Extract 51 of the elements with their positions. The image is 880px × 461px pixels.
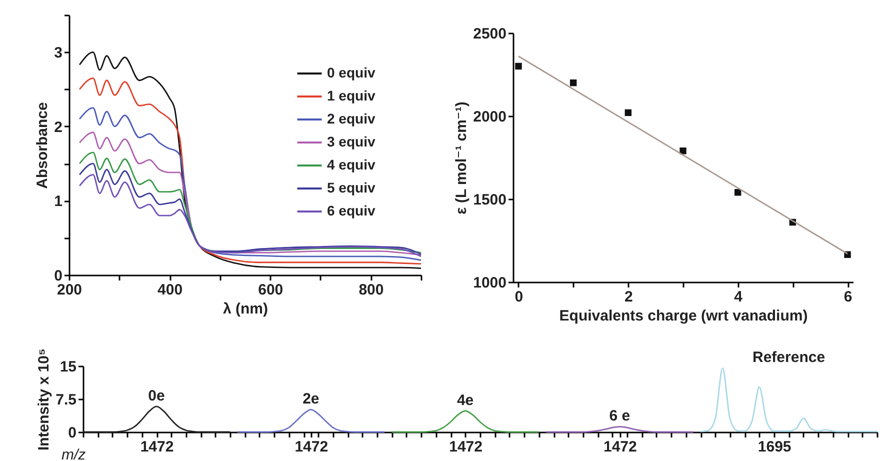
y-tick-label: 0 bbox=[68, 424, 76, 442]
line-series bbox=[82, 406, 231, 433]
y-axis-title: Absorbance bbox=[34, 102, 52, 189]
y-tick-label: 0 bbox=[54, 268, 62, 284]
series-label: 4e bbox=[456, 392, 474, 409]
x-tick-label: 1472 bbox=[140, 438, 174, 456]
x-tick-label: 400 bbox=[158, 282, 183, 298]
x-tick-label: 1472 bbox=[604, 438, 637, 456]
y-tick-label: 2000 bbox=[473, 108, 506, 126]
y-tick-label: 1000 bbox=[473, 274, 506, 292]
series-label: 0e bbox=[148, 387, 165, 404]
legend-label: 1 equiv bbox=[327, 88, 376, 104]
y-tick-label: 2 bbox=[54, 118, 62, 136]
line-series bbox=[78, 107, 422, 261]
legend-label: 2 equiv bbox=[327, 110, 376, 126]
series-label: 2e bbox=[302, 390, 320, 408]
x-tick-label: 200 bbox=[56, 282, 82, 298]
line-series bbox=[700, 368, 878, 432]
x-axis-title: m/z bbox=[62, 446, 86, 461]
point bbox=[570, 79, 577, 86]
y-tick-label: 1500 bbox=[473, 192, 506, 208]
point bbox=[515, 62, 522, 70]
y-tick-label: 1 bbox=[54, 193, 62, 210]
y-tick-label: 15 bbox=[60, 358, 76, 376]
y-axis-title: Intensity x 10⁵ bbox=[36, 348, 53, 451]
line-series bbox=[236, 408, 386, 433]
legend-label: 0 equiv bbox=[327, 64, 376, 80]
x-tick-label: 1472 bbox=[294, 438, 328, 456]
x-tick-label: 0 bbox=[514, 288, 524, 306]
x-tick-label: 800 bbox=[358, 282, 384, 298]
point bbox=[624, 109, 632, 116]
x-tick-label: 2 bbox=[624, 288, 633, 306]
x-tick-label: 600 bbox=[258, 282, 284, 298]
legend-label: 4 equiv bbox=[327, 156, 376, 172]
y-tick-label: 2500 bbox=[473, 26, 506, 42]
series-label: Reference bbox=[752, 349, 826, 366]
y-tick-label: 3 bbox=[54, 44, 62, 62]
x-tick-label: 1695 bbox=[758, 438, 792, 456]
legend-label: 5 equiv bbox=[327, 180, 376, 196]
series-label: 6 e bbox=[609, 408, 630, 425]
point bbox=[680, 148, 686, 154]
x-axis-title: λ (nm) bbox=[223, 300, 268, 318]
legend-label: 3 equiv bbox=[327, 134, 376, 150]
x-axis-title: Equivalents charge (wrt vanadium) bbox=[559, 308, 808, 324]
y-axis-title: ε (L mol⁻¹ cm⁻¹) bbox=[453, 102, 470, 214]
line-series bbox=[391, 410, 540, 433]
legend-label: 6 equiv bbox=[327, 202, 376, 218]
x-tick-label: 1472 bbox=[449, 438, 482, 456]
x-tick-label: 6 bbox=[844, 288, 852, 306]
y-tick-label: 7.5 bbox=[56, 392, 76, 408]
x-tick-label: 4 bbox=[734, 288, 744, 306]
